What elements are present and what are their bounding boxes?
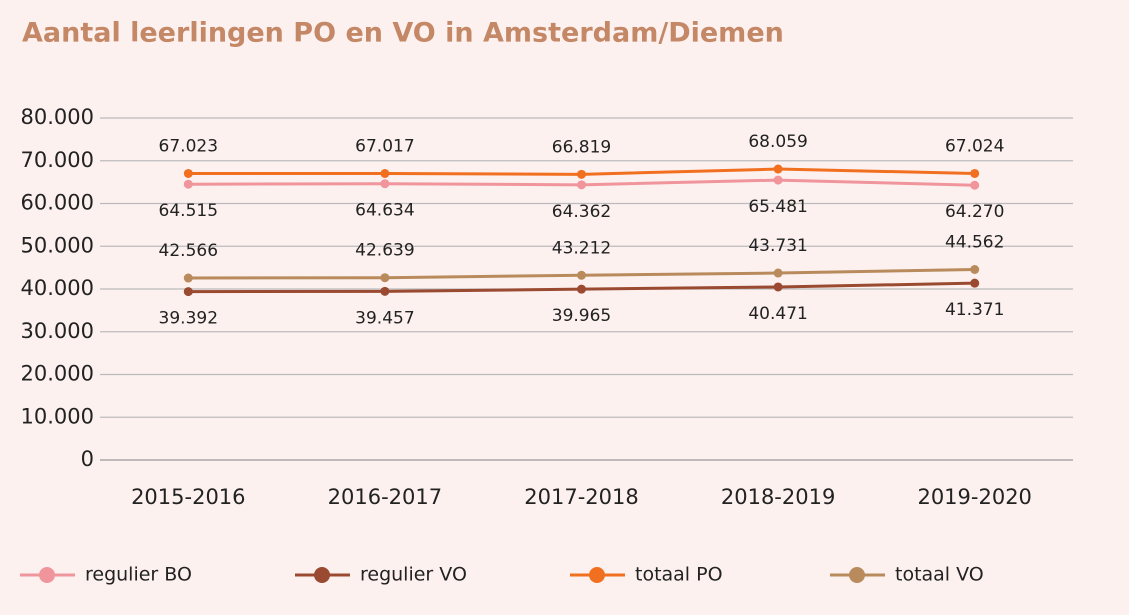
data-point: [380, 169, 390, 179]
data-label: 64.634: [355, 201, 414, 221]
data-point: [577, 284, 586, 294]
y-tick-label: 20.000: [21, 362, 94, 386]
legend-label: totaal VO: [895, 564, 984, 586]
data-label: 39.392: [159, 309, 218, 329]
data-point: [773, 268, 783, 278]
data-point: [773, 164, 783, 174]
legend-marker: [589, 567, 605, 583]
data-label: 41.371: [945, 300, 1004, 320]
data-point: [577, 169, 586, 179]
data-label: 66.819: [552, 137, 611, 157]
data-label: 67.024: [945, 136, 1004, 156]
data-label: 43.212: [552, 238, 611, 258]
legend-marker: [849, 567, 865, 583]
x-tick-label: 2019-2020: [917, 485, 1031, 509]
data-point: [970, 278, 980, 288]
data-point: [773, 175, 783, 185]
x-tick-label: 2015-2016: [131, 485, 245, 509]
y-tick-label: 60.000: [21, 191, 94, 215]
data-label: 40.471: [748, 304, 807, 324]
data-label: 64.362: [552, 202, 611, 222]
data-label: 64.515: [159, 201, 218, 221]
data-point: [380, 286, 390, 296]
legend-marker: [314, 567, 330, 583]
y-tick-label: 80.000: [21, 105, 94, 129]
data-point: [773, 282, 783, 292]
legend-label: regulier VO: [360, 564, 467, 586]
data-point: [183, 273, 193, 283]
data-point: [183, 168, 193, 178]
data-label: 68.059: [748, 132, 807, 152]
data-point: [380, 179, 390, 189]
data-label: 65.481: [748, 197, 807, 217]
data-point: [970, 168, 980, 178]
y-tick-label: 70.000: [21, 148, 94, 172]
data-point: [577, 270, 586, 280]
data-point: [577, 180, 586, 190]
legend-label: totaal PO: [635, 564, 723, 586]
data-point: [970, 180, 980, 190]
y-tick-label: 0: [81, 447, 94, 471]
x-tick-label: 2018-2019: [721, 485, 835, 509]
x-tick-label: 2016-2017: [328, 485, 442, 509]
data-label: 43.731: [748, 236, 807, 256]
data-point: [183, 287, 193, 297]
data-label: 42.566: [159, 241, 218, 261]
data-label: 44.562: [945, 232, 1004, 252]
data-label: 67.017: [355, 137, 414, 157]
x-tick-label: 2017-2018: [524, 485, 638, 509]
data-label: 39.965: [552, 306, 611, 326]
data-point: [970, 264, 980, 274]
chart-title: Aantal leerlingen PO en VO in Amsterdam/…: [22, 18, 784, 49]
legend-marker: [39, 567, 55, 583]
data-label: 64.270: [945, 202, 1004, 222]
y-tick-label: 30.000: [21, 319, 94, 343]
y-tick-label: 10.000: [21, 404, 94, 428]
data-point: [380, 273, 390, 283]
data-label: 67.023: [159, 136, 218, 156]
legend-label: regulier BO: [85, 564, 192, 586]
data-label: 42.639: [355, 241, 414, 261]
data-label: 39.457: [355, 308, 414, 328]
data-point: [183, 179, 193, 189]
y-tick-label: 40.000: [21, 276, 94, 300]
y-tick-label: 50.000: [21, 233, 94, 257]
